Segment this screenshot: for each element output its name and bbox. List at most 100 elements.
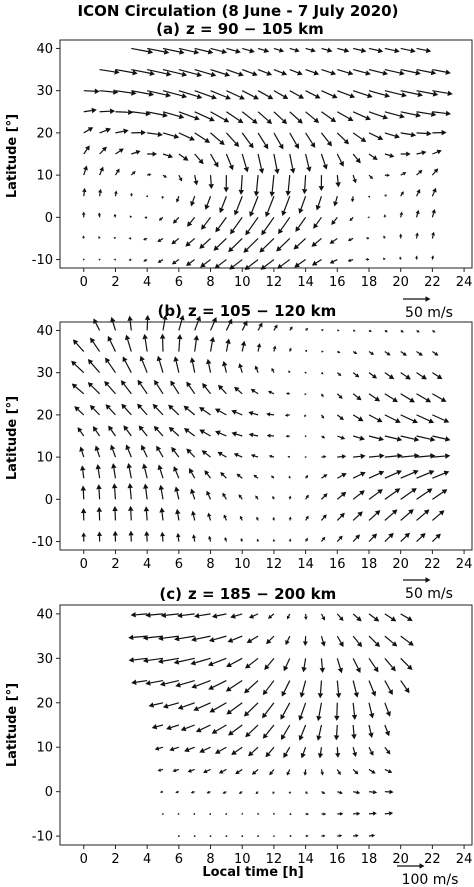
panel-a-arrow <box>115 68 138 76</box>
panel-b-arrow <box>236 473 243 479</box>
panel-c-arrow <box>244 680 259 694</box>
panel-c-key-label: 100 m/s <box>402 872 459 887</box>
panel-b-arrow <box>250 388 259 395</box>
panel-a-arrow <box>249 196 259 217</box>
panel-b-arrow <box>111 463 117 479</box>
panel-b-arrow <box>80 465 86 479</box>
panel-b-arrow <box>162 314 168 331</box>
panel-b-arrow <box>320 414 325 419</box>
panel-b-arrow <box>284 413 290 417</box>
panel-c-key-arrow <box>397 863 425 869</box>
panel-a-arrow <box>161 196 165 199</box>
panel-c-arrow <box>302 636 308 646</box>
panel-a-arrow <box>194 153 204 165</box>
panel-c-arrow <box>384 680 393 696</box>
panel-a-label: (a) <box>156 20 180 38</box>
panel-b-arrow <box>104 380 116 395</box>
panel-b-arrow <box>192 534 197 542</box>
panel-a-arrow <box>400 172 407 176</box>
panel-a-arrow <box>289 90 305 99</box>
panel-c-arrow <box>368 746 374 756</box>
panel-b-arrow <box>137 403 148 416</box>
panel-a-arrow <box>400 151 411 157</box>
panel-b-arrow <box>305 327 309 331</box>
panel-b-arrow <box>159 333 166 352</box>
panel-a-arrow <box>210 111 230 123</box>
panel-c-arrow <box>319 658 326 673</box>
panel-a-arrow <box>186 216 196 227</box>
panel-c-arrow <box>336 613 344 622</box>
panel-a-arrow <box>157 259 164 263</box>
panel-b-arrow <box>176 532 181 542</box>
panel-b-arrow <box>416 329 420 333</box>
panel-b-arrow <box>353 453 366 460</box>
panel-c-arrow <box>218 768 227 774</box>
panel-c-arrow <box>199 746 211 753</box>
panel-a-arrow <box>432 149 442 155</box>
panel-a-arrow <box>194 111 215 122</box>
panel-c-arrow <box>142 657 164 664</box>
panel-a-arrow <box>399 256 402 260</box>
panel-c-arrow <box>265 746 275 758</box>
panel-b-arrow <box>144 530 150 542</box>
panel-b-arrow <box>214 408 227 416</box>
panel-c-arrow <box>272 791 275 795</box>
panel-b-arrow <box>384 509 398 521</box>
panel-c-arrow <box>191 679 211 689</box>
panel-a-xtick-label: 0 <box>80 275 88 290</box>
panel-c-arrow <box>194 612 211 619</box>
panel-a-arrow <box>210 90 231 100</box>
panel-b-key-arrow <box>403 577 431 583</box>
panel-b-arrow <box>432 489 448 500</box>
panel-c-ylabel: Latitude [°] <box>5 683 20 767</box>
panel-a-xtick-label: 20 <box>392 275 409 290</box>
panel-a-arrow <box>347 258 354 263</box>
panel-b-arrow <box>272 516 276 521</box>
panel-a-arrow <box>416 111 437 117</box>
panel-a-arrow <box>172 216 180 224</box>
panel-b-xtick-label: 8 <box>206 557 214 572</box>
panel-c-arrow <box>151 724 164 730</box>
panel-a-arrow <box>178 174 183 182</box>
panel-b-arrow <box>368 453 385 459</box>
panel-b-arrow <box>222 492 227 500</box>
panel-c-arrow <box>368 724 374 739</box>
panel-c-arrow <box>352 635 363 648</box>
panel-b-arrow <box>96 484 102 500</box>
panel-a-arrow <box>337 90 356 99</box>
panel-b-arrow <box>288 495 292 500</box>
panel-c-arrow <box>173 657 195 665</box>
panel-a-arrow <box>318 175 325 192</box>
panel-a-arrow <box>305 111 320 123</box>
panel-a-arrow <box>98 236 101 239</box>
panel-a-xtick-label: 14 <box>297 275 314 290</box>
panel-a-arrow <box>147 173 152 177</box>
panel-a-arrow <box>368 132 384 141</box>
panel-a-arrow <box>416 150 427 156</box>
panel-b-arrow <box>189 468 196 479</box>
panel-a-arrow <box>432 68 451 75</box>
panel-a-ytick-label: 30 <box>36 84 53 99</box>
panel-c-arrow <box>177 812 180 815</box>
panel-c-arrow <box>352 680 359 698</box>
panel-c-arrows <box>128 612 414 838</box>
panel-c-arrow <box>172 768 180 773</box>
panel-b-arrow <box>336 535 343 542</box>
panel-a-arrow <box>400 68 421 76</box>
panel-b-arrow <box>400 453 420 459</box>
panel-a-arrow <box>384 194 387 197</box>
panel-b-arrow <box>126 462 132 479</box>
panel-c-arrow <box>245 724 259 738</box>
panel-c-xtick-label: 16 <box>329 852 346 867</box>
panel-a-arrow <box>352 174 357 184</box>
panel-b-arrow <box>209 336 216 352</box>
panel-a-arrow <box>226 47 241 54</box>
panel-c-arrow <box>231 746 243 756</box>
panel-c-arrow <box>130 612 148 618</box>
panel-a-arrow <box>210 153 219 168</box>
panel-a-arrow <box>243 238 259 253</box>
panel-b-arrow <box>384 393 398 403</box>
panel-b-xtick-label: 22 <box>424 557 441 572</box>
panel-a-frame <box>59 39 473 269</box>
